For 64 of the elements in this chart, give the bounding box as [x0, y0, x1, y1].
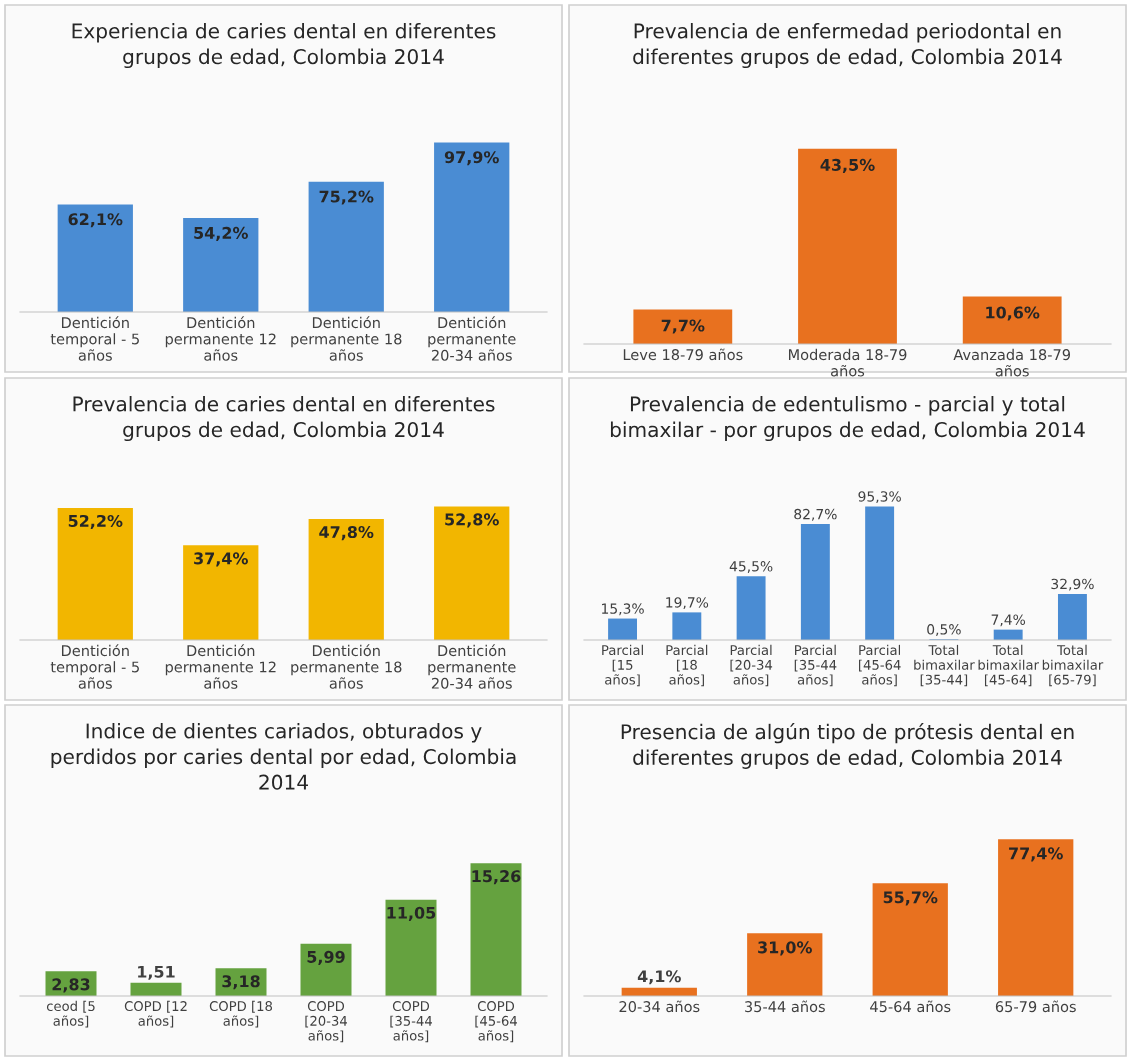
data-label: 52,2% [68, 514, 123, 529]
x-tick-label: Dentición permanente 12 años [165, 316, 276, 361]
x-tick-label: COPD [35-44 años] [390, 1001, 432, 1043]
x-tick-label: COPD [18 años] [209, 1000, 273, 1028]
data-label: 47,8% [319, 526, 374, 541]
x-tick-label: Total bimaxilar [65-79] [1042, 644, 1104, 687]
data-label: 1,51 [138, 965, 175, 980]
chart-title: Prevalencia de enfermedad periodontal en diferentes grupos de edad, Colombia 2014 [633, 23, 1062, 69]
data-label: 7,4% [991, 614, 1026, 627]
data-label: 2,83 [52, 978, 90, 993]
x-tick-label: Parcial [18 años] [666, 644, 708, 687]
x-tick-label: COPD [20-34 años] [305, 1001, 347, 1043]
chart-title: Experiencia de caries dental en diferentes grupos de edad, Colombia 2014 [72, 23, 496, 69]
x-tick-label: Parcial [15 años] [602, 644, 643, 687]
data-label: 37,4% [194, 552, 248, 567]
x-tick-label: Leve 18-79 años [623, 348, 743, 361]
data-label: 43,5% [820, 158, 875, 173]
x-tick-label: Dentición permanente 18 años [291, 316, 402, 361]
chart-title: Presencia de algún tipo de prótesis dental en diferentes grupos de edad, Colombia 2014 [621, 723, 1074, 769]
x-tick-label: Parcial [20-34 años] [730, 644, 773, 687]
x-tick-label: Parcial [45-64 años] [859, 644, 901, 687]
chart-title: Indice de dientes cariados, obturados y perdidos por caries dental por edad, Colombia 2014 [51, 723, 516, 790]
x-tick-label: 45-64 años [870, 1000, 951, 1013]
data-label: 15,26 [472, 870, 521, 885]
data-label: 0,5% [927, 624, 961, 637]
data-label: 77,4% [1009, 847, 1063, 862]
data-label: 52,8% [445, 513, 499, 528]
x-tick-label: COPD [12 años] [124, 1000, 187, 1028]
x-tick-label: 65-79 años [995, 1000, 1076, 1013]
data-label: 32,9% [1051, 578, 1094, 591]
data-label: 5,99 [307, 950, 345, 965]
data-label: 54,2% [194, 226, 248, 241]
x-tick-label: Dentición permanente 18 años [291, 644, 402, 689]
x-tick-label: Avanzada 18-79 años [953, 348, 1071, 377]
data-label: 10,6% [986, 306, 1040, 321]
data-label: 3,18 [222, 975, 260, 990]
data-label: 15,3% [602, 603, 644, 616]
data-label: 7,7% [661, 319, 705, 334]
x-tick-label: COPD [45-64 años] [475, 1001, 517, 1043]
data-label: 31,0% [758, 941, 812, 956]
chart-title: Prevalencia de edentulismo - parcial y total bimaxilar - por grupos de edad, Colombia 2014 [610, 396, 1085, 442]
data-label: 19,7% [666, 597, 709, 610]
data-label: 97,9% [444, 151, 499, 166]
x-tick-label: 20-34 años [619, 1000, 700, 1013]
x-tick-label: Parcial [35-44 años] [794, 644, 837, 687]
x-tick-label: Dentición permanente 20-34 años [428, 316, 516, 361]
x-tick-label: Dentición permanente 20-34 años [428, 644, 516, 689]
data-label: 62,1% [68, 213, 123, 228]
data-label: 4,1% [637, 970, 681, 985]
data-label: 45,5% [729, 561, 773, 573]
x-tick-label: Dentición temporal - 5 años [50, 316, 139, 361]
x-tick-label: Total bimaxilar [45-64] [978, 644, 1039, 687]
x-tick-label: Moderada 18-79 años [788, 348, 907, 377]
data-label: 55,7% [883, 891, 938, 906]
x-tick-label: 35-44 años [745, 1000, 825, 1013]
x-tick-label: Total bimaxilar [35-44] [914, 644, 975, 687]
data-label: 75,2% [319, 190, 374, 205]
chart-title: Prevalencia de caries dental en diferentes grupos de edad, Colombia 2014 [73, 396, 495, 442]
x-tick-label: Dentición temporal - 5 años [50, 644, 139, 689]
x-tick-label: Dentición permanente 12 años [165, 644, 276, 689]
data-label: 95,3% [858, 491, 901, 504]
x-tick-label: ceod [5 años] [46, 1000, 95, 1028]
data-label: 82,7% [794, 508, 837, 521]
data-label: 11,05 [387, 906, 436, 921]
